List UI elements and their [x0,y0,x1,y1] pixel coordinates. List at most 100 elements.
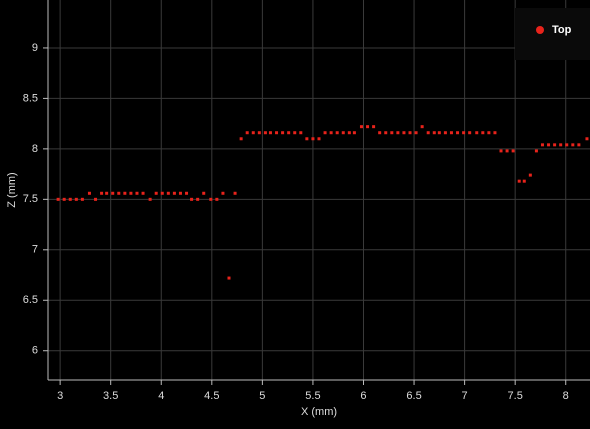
x-tick-label: 4 [158,390,164,402]
point [565,143,569,147]
point [94,197,98,201]
point [227,276,231,280]
point [56,197,60,201]
point [347,131,351,135]
point [528,173,532,177]
point [390,131,394,135]
point [449,131,453,135]
point [534,149,538,153]
point [268,131,272,135]
y-tick-label: 7.5 [23,193,38,205]
point [384,131,388,135]
legend-label: Top [552,24,572,36]
legend-box [515,8,590,60]
point [396,131,400,135]
point [499,149,503,153]
point [378,131,382,135]
y-tick-label: 8.5 [23,92,38,104]
point [185,191,189,195]
x-tick-label: 7 [462,390,468,402]
point [154,191,158,195]
point [341,131,345,135]
point [80,197,84,201]
point [202,191,206,195]
point [251,131,255,135]
point [585,137,589,141]
legend-marker [536,26,544,34]
point [129,191,133,195]
point [141,191,145,195]
point [245,131,249,135]
point [462,131,466,135]
point [100,191,104,195]
point [74,197,78,201]
point [475,131,479,135]
point [68,197,72,201]
point [275,131,279,135]
point [408,131,412,135]
x-tick-label: 8 [563,390,569,402]
point [547,143,551,147]
point [117,191,121,195]
y-axis-label: Z (mm) [6,172,18,207]
point [293,131,297,135]
point [481,131,485,135]
point [493,131,497,135]
point [505,149,509,153]
x-tick-label: 6.5 [406,390,421,402]
point [166,191,170,195]
y-tick-label: 7 [32,244,38,256]
point [148,197,152,201]
point [123,191,127,195]
point [215,197,219,201]
point [257,131,261,135]
x-tick-label: 5 [259,390,265,402]
point [111,191,115,195]
point [366,125,370,129]
point [522,179,526,183]
point [553,143,557,147]
point [196,197,200,201]
point [540,143,544,147]
point [571,143,575,147]
point [221,191,225,195]
point [311,137,315,141]
x-tick-label: 6 [360,390,366,402]
point [420,125,424,129]
point [172,191,176,195]
points [56,125,589,280]
point [105,191,109,195]
point [323,131,327,135]
point [178,191,182,195]
point [87,191,91,195]
x-tick-label: 3 [57,390,63,402]
point [426,131,430,135]
point [487,131,491,135]
legend: Top [515,8,590,60]
point [239,137,243,141]
point [456,131,460,135]
point [263,131,267,135]
point [329,131,333,135]
point [414,131,418,135]
point [305,137,309,141]
point [468,131,472,135]
x-tick-label: 5.5 [305,390,320,402]
point [359,125,363,129]
point [577,143,581,147]
point [517,179,521,183]
point [511,149,515,153]
y-tick-label: 6 [32,345,38,357]
point [437,131,441,135]
point [299,131,303,135]
y-tick-label: 8 [32,143,38,155]
point [402,131,406,135]
x-tick-label: 4.5 [204,390,219,402]
point [287,131,291,135]
y-tick-label: 6.5 [23,294,38,306]
point [372,125,376,129]
point [317,137,321,141]
point [233,191,237,195]
